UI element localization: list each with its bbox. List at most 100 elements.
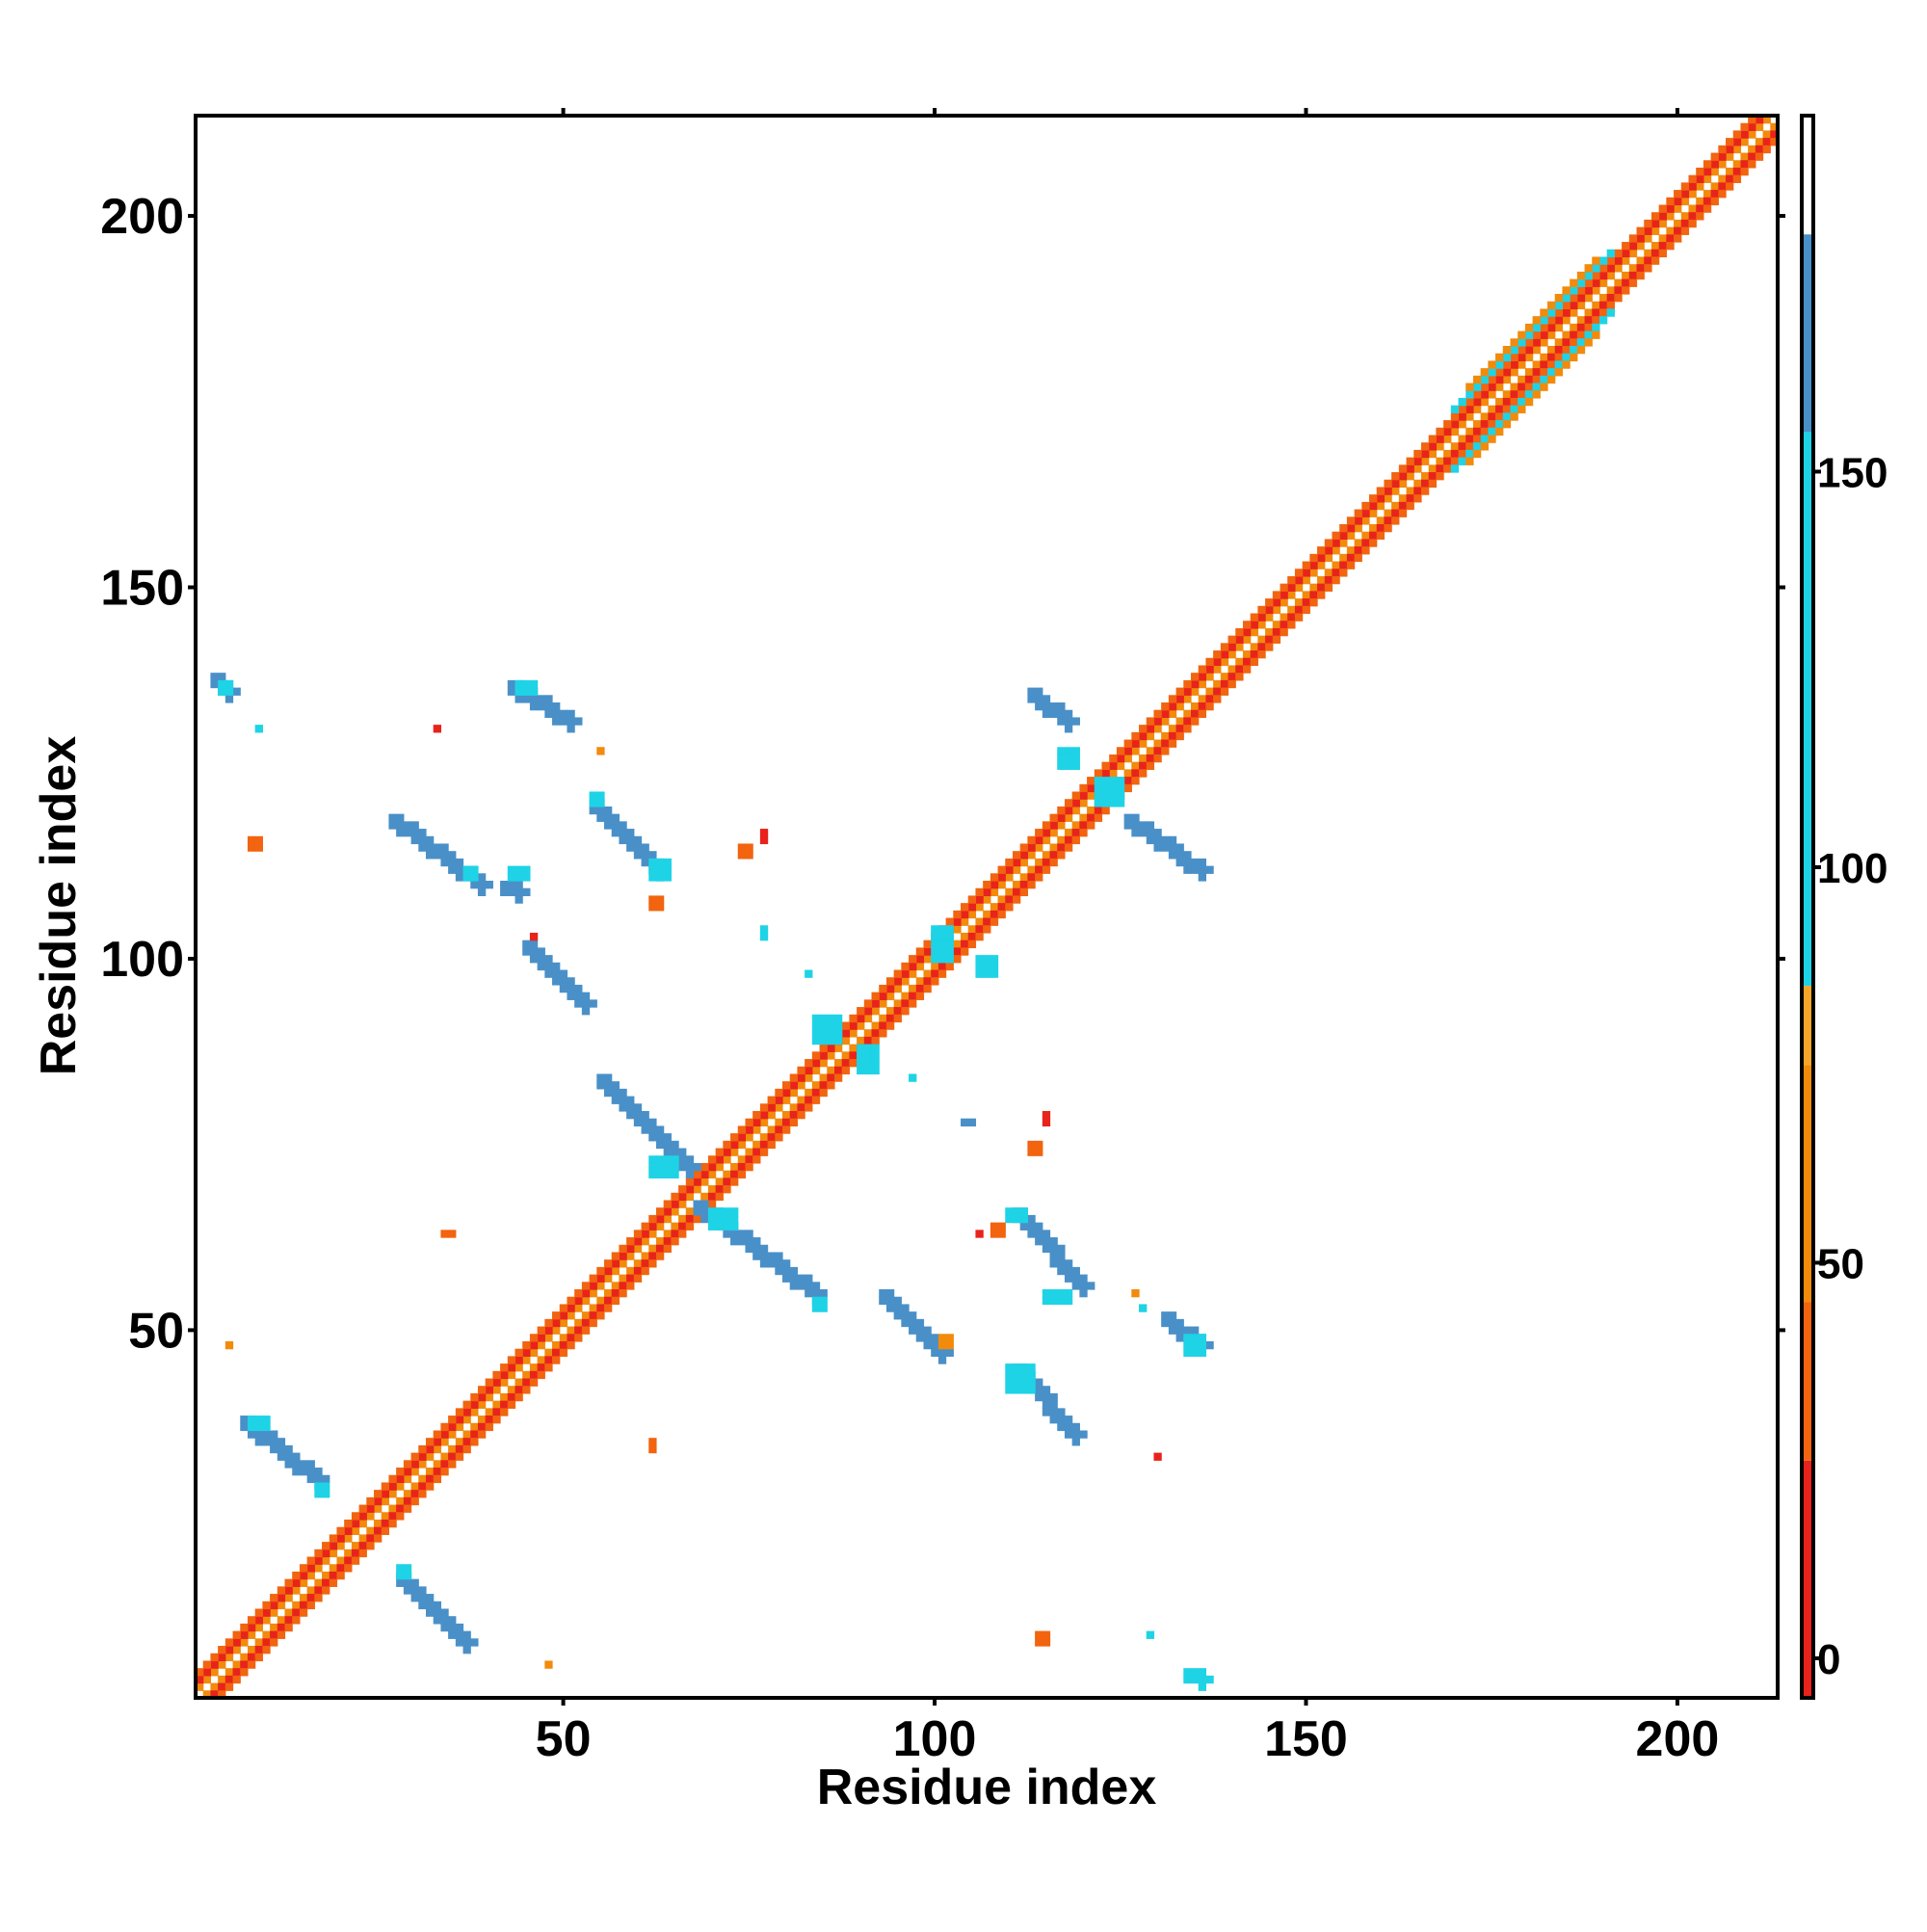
contact-cell: [529, 932, 539, 941]
diagonal-cell: [1614, 271, 1623, 280]
contact-cell: [759, 1259, 769, 1268]
contact-cell: [351, 1526, 360, 1536]
contact-cell: [671, 1148, 679, 1156]
diagonal-cell: [1592, 294, 1600, 303]
contact-cell: [655, 1125, 665, 1134]
contact-cell: [797, 1081, 805, 1090]
contact-cell: [1554, 368, 1564, 377]
contact-cell: [1391, 501, 1400, 511]
contact-cell: [1428, 442, 1437, 451]
contact-cell: [967, 940, 977, 948]
contact-cell: [1019, 843, 1028, 852]
contact-cell: [1674, 219, 1682, 228]
contact-cell: [752, 1140, 761, 1150]
contact-cell: [418, 1444, 427, 1454]
diagonal-cell: [626, 1259, 635, 1268]
contact-cell: [462, 1430, 471, 1439]
contact-cell: [1302, 561, 1310, 569]
contact-cell: [1628, 278, 1638, 287]
contact-cell: [1398, 472, 1408, 481]
contact-cell: [552, 1318, 561, 1328]
contact-cell: [240, 1630, 249, 1639]
contact-cell: [1726, 174, 1734, 183]
contact-cell: [1198, 1340, 1207, 1350]
contact-cell: [782, 1118, 791, 1127]
contact-cell: [857, 1059, 865, 1068]
diagonal-cell: [552, 1334, 561, 1342]
contact-cell: [833, 1036, 843, 1045]
contact-cell: [299, 1564, 308, 1573]
contact-cell: [678, 1155, 687, 1164]
contact-cell: [1376, 487, 1386, 495]
contact-cell: [1540, 383, 1548, 391]
contact-cell: [574, 1334, 583, 1342]
contact-cell: [1101, 783, 1110, 793]
contact-cell: [1012, 881, 1021, 889]
contact-cell: [1079, 791, 1088, 800]
contact-cell: [700, 1214, 709, 1224]
contact-cell: [937, 969, 947, 978]
contact-cell: [693, 1170, 701, 1178]
contact-cell: [314, 1490, 323, 1498]
contact-cell: [975, 895, 984, 904]
contact-cell: [1116, 777, 1125, 785]
contact-cell: [1658, 219, 1667, 228]
diagonal-cell: [1227, 657, 1236, 667]
contact-cell: [529, 702, 539, 711]
contact-cell: [975, 969, 984, 978]
contact-cell: [1079, 799, 1088, 807]
contact-cell: [767, 1125, 776, 1134]
contact-cell: [507, 1370, 516, 1380]
contact-cell: [403, 1496, 412, 1506]
contact-cell: [967, 1118, 977, 1127]
contact-cell: [663, 1155, 672, 1164]
contact-cell: [1057, 806, 1066, 815]
contact-cell: [1420, 479, 1430, 489]
contact-cell: [648, 1155, 657, 1164]
contact-cell: [1584, 308, 1593, 317]
contact-cell: [1584, 338, 1593, 347]
contact-cell: [1049, 1400, 1058, 1409]
contact-cell: [827, 1021, 835, 1030]
contact-cell: [462, 865, 471, 874]
contact-cell: [1153, 1452, 1162, 1461]
contact-cell: [752, 1252, 761, 1260]
contact-cell: [1019, 858, 1028, 867]
contact-cell: [1598, 294, 1608, 303]
contact-cell: [1139, 761, 1148, 770]
contact-cell: [1049, 1408, 1058, 1416]
contact-cell: [1406, 487, 1414, 495]
contact-cell: [1376, 494, 1386, 503]
contact-cell: [857, 1044, 865, 1052]
contact-cell: [351, 1512, 360, 1521]
contact-cell: [1153, 709, 1162, 719]
contact-cell: [1332, 531, 1340, 541]
contact-cell: [1570, 294, 1578, 303]
contact-cell: [492, 1416, 501, 1424]
contact-cell: [455, 858, 464, 867]
contact-cell: [559, 1334, 568, 1342]
diagonal-cell: [1524, 360, 1534, 369]
contact-cell: [247, 1630, 256, 1639]
diagonal-cell: [1302, 583, 1310, 592]
contact-cell: [759, 1133, 769, 1142]
contact-cell: [1042, 1289, 1051, 1298]
contact-cell: [254, 1653, 263, 1662]
contact-cell: [1175, 725, 1184, 733]
contact-cell: [1317, 546, 1326, 555]
contact-cell: [1740, 160, 1749, 169]
contact-cell: [1019, 887, 1028, 897]
contact-cell: [218, 1690, 226, 1699]
contact-cell: [1570, 323, 1578, 332]
contact-cell: [492, 1370, 501, 1380]
contact-cell: [1123, 777, 1132, 785]
diagonal-cell: [210, 1675, 219, 1684]
contact-cell: [462, 1444, 471, 1454]
contact-cell: [277, 1623, 286, 1632]
contact-cell: [1049, 1289, 1058, 1298]
contact-cell: [1384, 487, 1392, 495]
contact-cell: [1042, 821, 1051, 830]
contact-cell: [1146, 829, 1155, 837]
contact-cell: [1732, 130, 1742, 139]
contact-cell: [1280, 613, 1288, 622]
